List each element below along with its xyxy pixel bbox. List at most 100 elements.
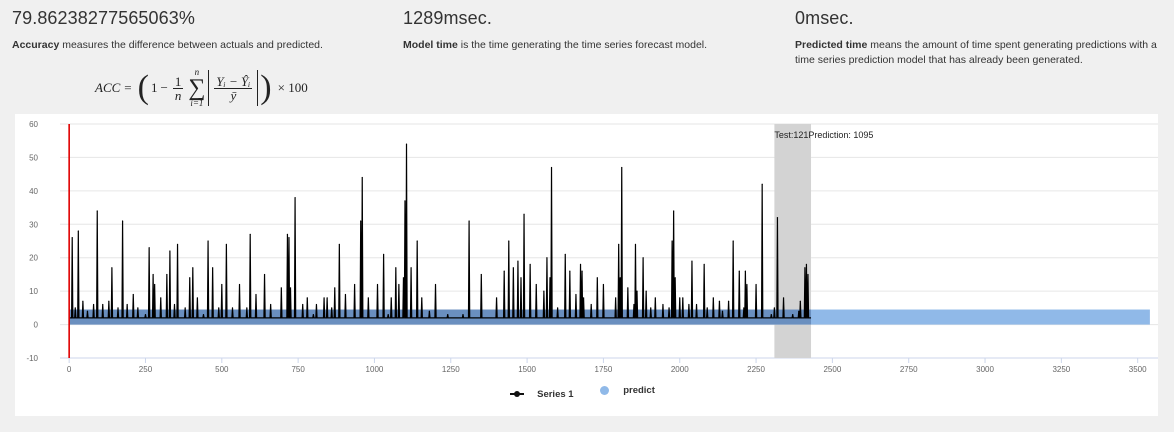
- series-1-point: [361, 176, 363, 179]
- series-1-point: [602, 283, 605, 286]
- series-1-point: [434, 283, 437, 286]
- x-tick-label: 3500: [1129, 365, 1147, 374]
- series-1-point: [395, 267, 397, 269]
- x-tick-label: 0: [67, 365, 72, 374]
- x-tick-label: 250: [139, 365, 153, 374]
- series-1-point: [773, 307, 775, 309]
- series-1-point: [480, 273, 482, 276]
- series-1-point: [546, 257, 548, 259]
- series-1-point: [169, 250, 171, 252]
- accuracy-metric: 79.86238277565063% Accuracy measures the…: [12, 8, 382, 53]
- series-1-point: [221, 283, 223, 286]
- series-1-point: [294, 196, 296, 199]
- series-1-point: [799, 300, 801, 302]
- series-1-point: [798, 310, 800, 312]
- y-tick-label: -10: [26, 354, 38, 363]
- series-1-point: [398, 283, 400, 286]
- series-1-point: [550, 166, 553, 169]
- model-time-desc-text: is the time generating the time series f…: [457, 39, 708, 51]
- series-1-point: [173, 303, 176, 306]
- formula-inner-fraction: Yᵢ − Ŷᵢ ȳ: [214, 75, 253, 102]
- series-1-noise-band: [69, 309, 812, 325]
- series-1-point: [288, 237, 290, 239]
- series-1-point: [682, 297, 684, 299]
- series-1-point: [249, 233, 251, 235]
- series-1-point: [582, 297, 585, 299]
- series-1-point: [569, 270, 571, 272]
- series-1-point: [289, 287, 292, 289]
- series-1-point: [776, 217, 779, 219]
- line-marker-icon: [510, 391, 525, 397]
- series-1-point: [671, 240, 673, 242]
- series-1-point: [688, 303, 690, 306]
- legend-item-predict[interactable]: predict: [600, 385, 663, 396]
- series-1-point: [650, 307, 652, 309]
- formula-sum-bot: i=1: [190, 98, 204, 108]
- series-1-point: [192, 267, 194, 269]
- x-tick-label: 2250: [747, 365, 765, 374]
- series-1-point: [410, 267, 412, 269]
- series-1-point: [633, 303, 635, 306]
- formula-fraction: 1 n: [172, 75, 184, 102]
- series-1-point: [218, 307, 220, 309]
- series-1-point: [627, 287, 629, 289]
- formula-minus: −: [160, 80, 168, 95]
- series-1-point: [416, 240, 418, 242]
- circle-marker-icon: [600, 386, 610, 395]
- legend-item-series-1[interactable]: Series 1: [510, 389, 581, 400]
- formula-sum-top: n: [194, 67, 200, 77]
- series-1-point: [108, 300, 110, 302]
- series-1-point: [184, 307, 186, 309]
- series-1-point: [619, 277, 621, 279]
- predicted-time-desc-text: means the amount of time spent generatin…: [795, 39, 1157, 66]
- series-1-point: [732, 240, 734, 242]
- series-1-point: [270, 303, 272, 306]
- x-tick-label: 1500: [518, 365, 536, 374]
- series-1-point: [280, 287, 282, 289]
- chart-panel: -10 0 10 20 30 40 50 60 0 250 500 750 1000 1250 1500 17…: [15, 114, 1158, 416]
- series-1-point: [529, 263, 531, 265]
- series-1-point: [695, 303, 698, 306]
- series-1-point: [782, 297, 785, 299]
- accuracy-description: Accuracy measures the difference between…: [12, 38, 382, 53]
- y-tick-label: 30: [29, 220, 38, 229]
- series-1-point: [770, 313, 772, 316]
- series-1-point: [581, 270, 583, 272]
- formula-abs: Yᵢ − Ŷᵢ ȳ: [208, 70, 259, 106]
- series-1-point: [334, 287, 336, 289]
- series-1-point: [312, 313, 314, 316]
- model-time-description: Model time is the time generating the ti…: [403, 38, 763, 53]
- series-1-point: [354, 283, 356, 286]
- legend-label-predict: predict: [623, 385, 655, 396]
- series-1-point: [517, 260, 519, 262]
- series-1-point: [71, 237, 73, 239]
- formula-eq: =: [124, 80, 132, 95]
- series-1-point: [520, 277, 522, 279]
- series-1-point: [77, 230, 79, 232]
- series-1-point: [674, 277, 676, 279]
- accuracy-desc-text: measures the difference between actuals …: [59, 39, 323, 51]
- y-tick-label: 0: [34, 321, 39, 330]
- y-tick-label: 60: [29, 120, 38, 129]
- series-1-point: [738, 270, 740, 272]
- series-1-point: [691, 260, 693, 262]
- formula-times: × 100: [277, 80, 308, 95]
- series-1-point: [96, 210, 98, 212]
- series-1-point: [315, 303, 318, 306]
- formula-sum: n ∑ i=1: [188, 68, 205, 108]
- series-1-point: [323, 297, 325, 299]
- series-1-point: [176, 243, 179, 245]
- series-1-point: [807, 273, 809, 276]
- series-1-point: [743, 307, 745, 309]
- series-1-point: [462, 313, 464, 316]
- x-tick-label: 1250: [442, 365, 460, 374]
- accuracy-value: 79.86238277565063%: [12, 8, 195, 28]
- series-1-point: [618, 243, 620, 245]
- series-1-point: [575, 293, 577, 296]
- series-1-point: [238, 283, 241, 286]
- series-1-point: [662, 303, 664, 306]
- accuracy-term: Accuracy: [12, 39, 60, 51]
- series-1-point: [376, 283, 379, 286]
- formula-close-paren: ): [260, 69, 272, 106]
- predicted-time-value: 0msec.: [795, 8, 854, 28]
